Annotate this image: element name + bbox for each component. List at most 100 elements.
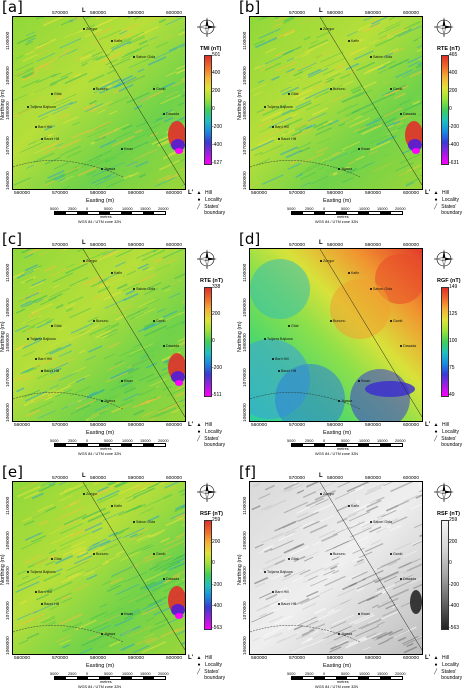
locality-label: Dawada	[163, 577, 179, 581]
colorbar-tick-label: 200	[449, 538, 458, 545]
map-panel-d: [d] Zungur Kafin Sabon Gida Bununu Gital Tulja…	[237, 232, 474, 464]
x-tick-label-top: 580000	[327, 11, 344, 16]
legend-item: ● Locality	[196, 197, 237, 203]
legend-item: ▲ Hill	[433, 655, 474, 661]
x-tick-label: 570000	[289, 191, 306, 196]
scale-number: 10000	[122, 207, 133, 211]
y-tick-label: 1100000	[243, 496, 248, 515]
scale-number: 5000	[104, 207, 113, 211]
legend-item-label: Locality	[205, 197, 222, 203]
x-tick-label-top: 590000	[128, 243, 145, 248]
boundary-icon: ╱	[197, 204, 201, 210]
locality-label: Dawada	[400, 112, 416, 116]
colorbar-title: RTE (nT)	[200, 278, 223, 284]
locality-label: Sabon Gida	[133, 520, 155, 524]
x-tick-label: 590000	[365, 191, 382, 196]
hill-icon: ▲	[196, 655, 202, 661]
state-boundary	[13, 625, 124, 643]
scale-number: 5000	[287, 439, 296, 443]
locality-label: Kwan	[121, 612, 133, 616]
locality-label: Sabon Gida	[370, 55, 392, 59]
hill-icon: ▲	[196, 422, 202, 428]
locality-label: Gital	[51, 324, 61, 328]
x-tick-label-top: 590000	[365, 243, 382, 248]
locality-label: Ganki	[153, 552, 165, 556]
legend-item-label: Hill	[205, 422, 212, 428]
locality-label: Zungur	[320, 259, 334, 263]
profile-end-label: L'	[425, 422, 431, 428]
colorbar-tick-label: -563	[212, 625, 223, 631]
x-tick-label: 600000	[166, 423, 183, 428]
locality-label: Jigawa	[101, 632, 115, 636]
locality-label: Zungur	[83, 259, 97, 263]
projection-label: WGS 84 / UTM zone 32N	[78, 220, 122, 224]
scale-number: 10000	[359, 207, 370, 211]
legend-item: ▲ Hill	[433, 422, 474, 428]
scale-unit: metres	[337, 680, 349, 684]
locality-label: Kwan	[121, 147, 133, 151]
colorbar-tick-label: -200	[449, 581, 460, 588]
legend-item-label: Locality	[442, 662, 459, 668]
x-tick-label: 580000	[327, 656, 344, 661]
map-panel-a: [a] Zungur Kafin Sabon Gida Bununu Gital Tulja…	[0, 0, 237, 232]
projection-label: WGS 84 / UTM zone 32N	[78, 685, 122, 689]
locality-label: Jigawa	[101, 167, 115, 171]
colorbar-tick-label: 0	[212, 338, 215, 344]
scale-bar-graphic	[291, 676, 403, 680]
projection-label: WGS 84 / UTM zone 32N	[315, 452, 359, 456]
legend-item-label: States' boundary	[204, 204, 226, 216]
profile-line	[82, 249, 185, 418]
x-tick-label-top: 600000	[403, 476, 420, 481]
locality-label: Bununu	[93, 552, 108, 556]
projection-label: WGS 84 / UTM zone 32N	[78, 452, 122, 456]
x-tick-label: 600000	[403, 191, 420, 196]
scale-number: 5000	[287, 207, 296, 211]
scale-number: 10000	[122, 672, 133, 676]
y-tick-label: 1080000	[243, 101, 248, 120]
scale-number: 0	[86, 672, 89, 676]
colorbar-title: RSF (nT)	[200, 511, 223, 517]
colorbar-tick-label: 338	[212, 284, 221, 290]
colorbar-tick-label: -627	[212, 160, 223, 166]
x-tick-label-top: 570000	[289, 243, 306, 248]
legend-item-label: States' boundary	[204, 669, 226, 681]
locality-label: Bununu	[93, 87, 108, 91]
legend-item: ● Locality	[196, 662, 237, 668]
y-tick-label: 1060000	[6, 403, 11, 422]
map-background	[250, 482, 422, 654]
x-tick-label-top: 600000	[166, 243, 183, 248]
profile-end-label: L'	[188, 190, 194, 196]
x-tick-label-top: 570000	[52, 11, 69, 16]
y-tick-label: 1060000	[243, 403, 248, 422]
colorbar	[204, 287, 212, 397]
state-boundary	[13, 392, 124, 410]
legend-item: ▲ Hill	[433, 190, 474, 196]
north-arrow-icon	[433, 481, 455, 503]
locality-label: Ganki	[390, 319, 402, 323]
profile-start-label: L	[319, 8, 323, 14]
x-axis-label: Easting (m)	[323, 430, 352, 436]
x-tick-label: 560000	[14, 656, 31, 661]
locality-label: Sabon Gida	[370, 520, 392, 524]
colorbar-tick-label: -200	[212, 581, 223, 588]
colorbar-title: RGF (nT)	[437, 278, 461, 284]
boundary-icon: ╱	[197, 436, 201, 442]
locality-label: Ganki	[153, 319, 165, 323]
locality-label: Tuljarra Bajiowa	[27, 105, 56, 109]
locality-label: Jigawa	[338, 632, 352, 636]
scale-number: 2500	[68, 672, 77, 676]
colorbar-tick-label: 400	[212, 70, 221, 76]
profile-end-label: L'	[425, 190, 431, 196]
y-tick-label: 1080000	[6, 333, 11, 352]
colorbar-tick-label: -400	[449, 603, 460, 610]
profile-end-label: L'	[188, 655, 194, 661]
profile-line	[319, 482, 422, 651]
locality-label: Kwan	[358, 379, 370, 383]
colorbar-tick-label: 75	[449, 365, 455, 371]
scale-number: 5000	[104, 672, 113, 676]
y-tick-label: 1080000	[243, 333, 248, 352]
locality-icon: ●	[197, 197, 201, 203]
profile-line	[82, 17, 185, 186]
y-tick-label: 1070000	[6, 601, 11, 620]
map-background	[250, 17, 422, 189]
